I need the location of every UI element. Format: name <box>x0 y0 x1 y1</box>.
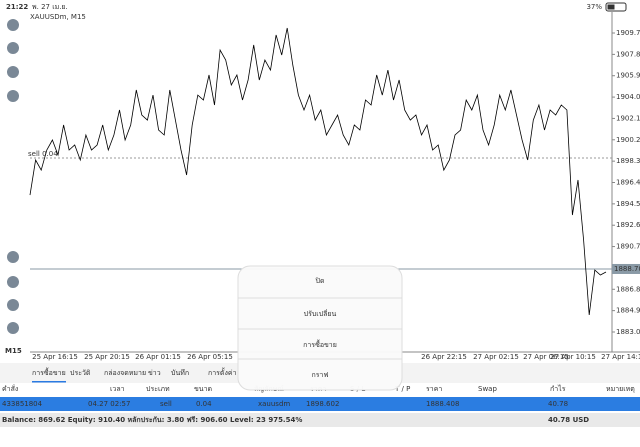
x-tick-label: 25 Apr 16:15 <box>32 353 78 361</box>
timeframe: M15 <box>5 347 22 355</box>
y-tick-label: 1890.705 <box>616 243 640 251</box>
y-tick-label: 1909.755 <box>616 29 640 37</box>
column-header: ประเภท <box>146 385 170 393</box>
y-tick-label: 1886.895 <box>616 285 640 293</box>
toolbar-icon[interactable] <box>7 251 19 263</box>
x-tick-label: 25 Apr 20:15 <box>84 353 130 361</box>
row-cell: 40.78 <box>548 400 568 408</box>
y-tick-label: 1904.040 <box>616 93 640 101</box>
popup-item[interactable]: กราฟ <box>312 371 329 379</box>
toolbar-icon[interactable] <box>7 42 19 54</box>
tab[interactable]: ข่าว <box>148 369 161 377</box>
toolbar-icon[interactable] <box>7 299 19 311</box>
tab[interactable]: ประวัติ <box>70 369 91 377</box>
y-tick-label: 1894.515 <box>616 200 640 208</box>
price-line <box>29 27 607 316</box>
row-cell: xauusdm <box>258 400 290 408</box>
battery-icon <box>605 2 627 12</box>
row-cell: 04.27 02:57 <box>88 400 130 408</box>
footer-profit: 40.78 USD <box>548 416 589 424</box>
popup-item[interactable]: การซื้อขาย <box>303 338 337 349</box>
popup-item[interactable]: ปิด <box>315 277 324 285</box>
status-date: พ. 27 เม.ย. <box>32 3 68 11</box>
tab[interactable]: การซื้อขาย <box>32 366 66 377</box>
column-header: ขนาด <box>194 385 212 393</box>
toolbar-icon[interactable] <box>7 19 19 31</box>
y-tick-label: 1892.610 <box>616 221 640 229</box>
popup-item[interactable]: ปรับเปลี่ยน <box>304 309 337 318</box>
column-header: คำสั่ง <box>2 384 18 393</box>
order-label: sell 0.04 <box>28 150 58 158</box>
y-tick-label: 1896.420 <box>616 179 640 187</box>
x-tick-label: 27 Apr 06:15 <box>523 353 569 361</box>
toolbar-icon[interactable] <box>7 322 19 334</box>
row-cell: sell <box>160 400 172 408</box>
toolbar-icon[interactable] <box>7 66 19 78</box>
battery-level <box>607 4 615 10</box>
bid-box <box>612 263 640 274</box>
column-header: เวลา <box>110 385 125 393</box>
y-tick-label: 1900.230 <box>616 136 640 144</box>
tab[interactable]: กล่องจดหมาย <box>104 369 146 377</box>
footer-summary: Balance: 869.62 Equity: 910.40 หลักประกั… <box>2 416 302 424</box>
status-battery: 37% <box>586 3 602 11</box>
column-header: Swap <box>478 385 497 393</box>
x-tick-label: 27 Apr 14:15 <box>601 353 640 361</box>
row-cell: 0.04 <box>196 400 212 408</box>
column-header: กำไร <box>550 384 566 393</box>
x-tick-label: 26 Apr 05:15 <box>187 353 233 361</box>
row-highlight[interactable] <box>0 397 640 411</box>
tab-underline <box>32 381 66 383</box>
footer-bg <box>0 413 640 427</box>
y-tick-label: 1884.990 <box>616 307 640 315</box>
column-header: ราคา <box>426 385 442 393</box>
y-tick-label: 1907.850 <box>616 50 640 58</box>
y-tick-label: 1902.135 <box>616 114 640 122</box>
bid-label: 1888.706 <box>614 265 640 273</box>
status-time: 21:22 <box>6 3 28 11</box>
y-tick-label: 1898.325 <box>616 157 640 165</box>
chart-title: XAUUSDm, M15 <box>30 13 86 21</box>
y-tick-label: 1883.085 <box>616 328 640 336</box>
column-header: หมายเหตุ <box>606 385 635 393</box>
toolbar-icon[interactable] <box>7 90 19 102</box>
x-tick-label: 27 Apr 02:15 <box>473 353 519 361</box>
x-tick-label: 26 Apr 22:15 <box>421 353 467 361</box>
x-tick-label: 27 Apr 10:15 <box>550 353 596 361</box>
column-header: T / P <box>394 385 410 393</box>
toolbar-icon[interactable] <box>7 276 19 288</box>
row-cell: 1888.408 <box>426 400 459 408</box>
x-tick-label: 26 Apr 01:15 <box>135 353 181 361</box>
tab[interactable]: การตั้งค่า <box>208 366 237 377</box>
row-cell: 1898.602 <box>306 400 339 408</box>
y-tick-label: 1905.945 <box>616 72 640 80</box>
row-cell: 433851804 <box>2 400 43 408</box>
tab[interactable]: บันทึก <box>171 368 189 377</box>
